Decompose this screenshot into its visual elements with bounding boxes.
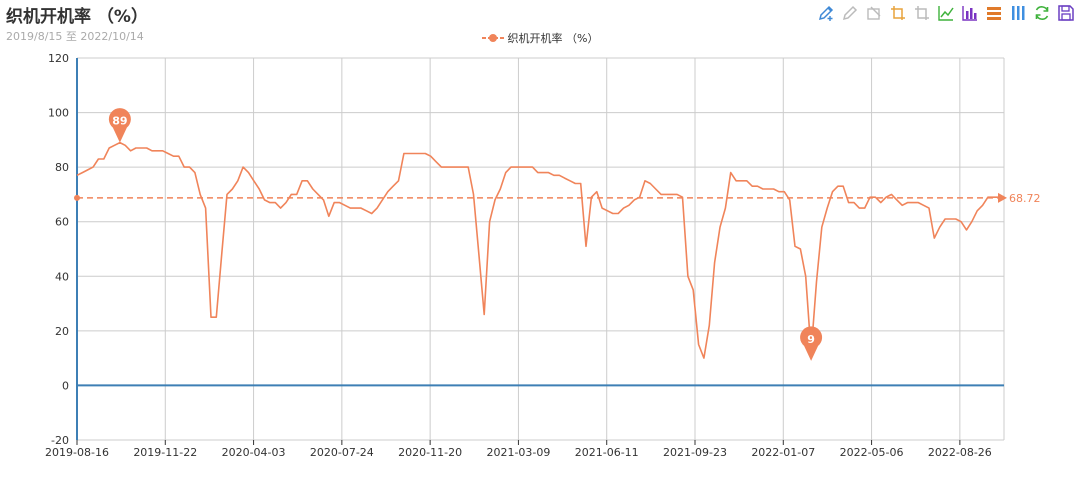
x-tick-label: 2020-11-20 (398, 446, 462, 459)
y-tick-label: 0 (62, 379, 69, 392)
x-tick-label: 2019-08-16 (45, 446, 109, 459)
y-tick-label: 100 (48, 107, 69, 120)
x-tick-label: 2022-08-26 (928, 446, 992, 459)
y-axis: -20 0 20 40 60 80 100 120 (48, 52, 78, 447)
y-tick-label: 20 (55, 325, 69, 338)
x-tick-label: 2020-04-03 (222, 446, 286, 459)
stack-icon[interactable] (984, 3, 1004, 23)
mark-undo-icon[interactable] (840, 3, 860, 23)
average-line: 68.72 (74, 192, 1041, 205)
chart-title: 织机开机率 （%） (6, 7, 148, 27)
chart-grid (77, 57, 1005, 441)
min-point-pin: 9 (800, 326, 823, 361)
x-tick-label: 2022-01-07 (751, 446, 815, 459)
mark-pen-icon[interactable] (816, 3, 836, 23)
max-point-pin-label: 89 (112, 115, 127, 128)
line-chart-icon[interactable] (936, 3, 956, 23)
chart-legend[interactable]: 织机开机率 （%） (0, 30, 1080, 46)
max-point-pin: 89 (108, 108, 131, 143)
max-point-pin-shape (108, 108, 131, 143)
chart-subtitle: 2019/8/15 至 2022/10/14 (6, 30, 144, 43)
min-point-pin-shape (800, 326, 823, 361)
x-tick-label: 2019-11-22 (133, 446, 197, 459)
x-tick-label: 2022-05-06 (840, 446, 904, 459)
data-zoom-icon[interactable] (888, 3, 908, 23)
tiled-icon[interactable] (1008, 3, 1028, 23)
y-tick-label: 40 (55, 270, 69, 283)
min-point-pin-label: 9 (807, 333, 815, 346)
data-zoom-reset-icon[interactable] (912, 3, 932, 23)
legend-label: 织机开机率 （%） (507, 32, 599, 45)
y-tick-label: 80 (55, 161, 69, 174)
series-line (76, 141, 1004, 359)
marker-pins: 89 9 (108, 108, 823, 361)
bar-chart-icon[interactable] (960, 3, 980, 23)
average-label: 68.72 (1009, 192, 1041, 205)
y-tick-label: -20 (51, 434, 69, 447)
x-tick-label: 2021-03-09 (486, 446, 550, 459)
save-image-icon[interactable] (1056, 3, 1076, 23)
series-polyline (76, 141, 1004, 359)
x-axis: 2019-08-16 2019-11-22 2020-04-03 2020-07-24… (45, 384, 1004, 459)
y-tick-label: 120 (48, 52, 69, 65)
x-tick-label: 2021-06-11 (575, 446, 639, 459)
legend-line-icon (481, 34, 504, 42)
y-tick-label: 60 (55, 216, 69, 229)
toolbox (816, 3, 1076, 23)
mark-clear-icon[interactable] (864, 3, 884, 23)
restore-icon[interactable] (1032, 3, 1052, 23)
x-tick-label: 2020-07-24 (310, 446, 374, 459)
x-tick-label: 2021-09-23 (663, 446, 727, 459)
